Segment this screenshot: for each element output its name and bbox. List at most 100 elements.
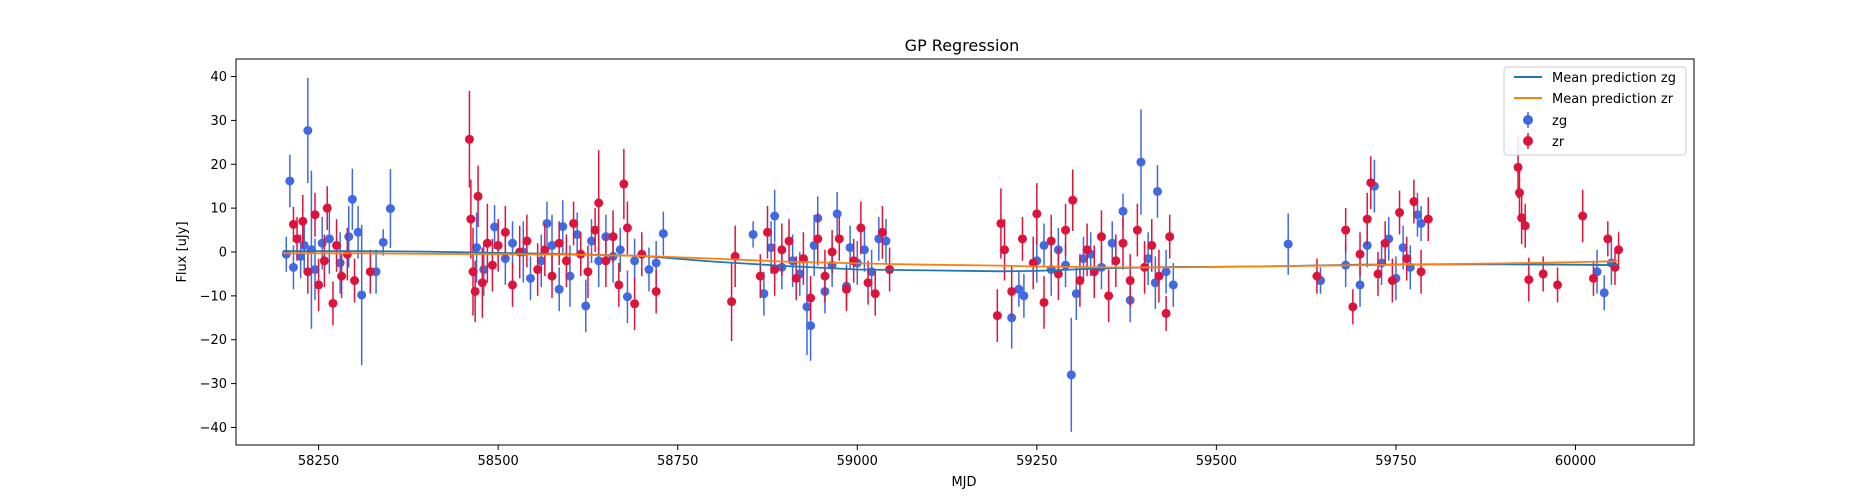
data-point bbox=[1082, 245, 1092, 255]
data-point bbox=[798, 254, 808, 264]
data-point bbox=[477, 278, 487, 288]
data-point bbox=[1538, 269, 1548, 279]
data-point bbox=[299, 240, 309, 250]
data-point bbox=[1118, 238, 1128, 248]
data-point bbox=[561, 256, 571, 266]
data-point bbox=[748, 229, 758, 239]
data-point bbox=[788, 256, 798, 266]
legend-zg-marker bbox=[1523, 115, 1533, 125]
data-point bbox=[1362, 214, 1372, 224]
data-point bbox=[581, 301, 591, 311]
data-point bbox=[288, 262, 298, 272]
data-point bbox=[1517, 213, 1527, 223]
data-point bbox=[619, 179, 629, 189]
x-tick-label: 58750 bbox=[657, 454, 698, 469]
data-point bbox=[378, 237, 388, 247]
data-point bbox=[487, 260, 497, 270]
data-point bbox=[1553, 280, 1563, 290]
y-tick-label: −20 bbox=[200, 333, 227, 348]
data-point bbox=[344, 232, 354, 242]
data-point bbox=[1111, 256, 1121, 266]
data-point bbox=[470, 286, 480, 296]
data-point bbox=[314, 280, 324, 290]
data-point bbox=[353, 227, 363, 237]
data-point bbox=[992, 311, 1002, 321]
data-point bbox=[832, 209, 842, 219]
data-point bbox=[522, 236, 532, 246]
data-point bbox=[1039, 297, 1049, 307]
data-point bbox=[1061, 260, 1071, 270]
chart-title: GP Regression bbox=[905, 36, 1020, 55]
data-point bbox=[594, 198, 604, 208]
data-point bbox=[306, 245, 316, 255]
data-point bbox=[1355, 280, 1365, 290]
data-point bbox=[1143, 254, 1153, 264]
data-point bbox=[1075, 276, 1085, 286]
data-point bbox=[1588, 273, 1598, 283]
y-tick-label: 30 bbox=[210, 114, 227, 129]
y-tick-label: 0 bbox=[219, 246, 227, 261]
data-point bbox=[770, 211, 780, 221]
data-point bbox=[590, 225, 600, 235]
data-point bbox=[319, 256, 329, 266]
data-point bbox=[547, 271, 557, 281]
data-point bbox=[1017, 234, 1027, 244]
y-tick-label: 20 bbox=[210, 158, 227, 173]
data-point bbox=[1152, 186, 1162, 196]
y-tick-label: 10 bbox=[210, 202, 227, 217]
data-point bbox=[1283, 239, 1293, 249]
data-point bbox=[834, 234, 844, 244]
data-point bbox=[569, 218, 579, 228]
y-tick-label: −40 bbox=[200, 421, 227, 436]
data-point bbox=[820, 271, 830, 281]
data-point bbox=[365, 267, 375, 277]
data-point bbox=[533, 265, 543, 275]
data-point bbox=[762, 227, 772, 237]
data-point bbox=[482, 238, 492, 248]
data-point bbox=[292, 234, 302, 244]
data-point bbox=[770, 265, 780, 275]
data-point bbox=[1603, 234, 1613, 244]
data-point bbox=[508, 238, 518, 248]
data-point bbox=[870, 289, 880, 299]
y-tick-label: 40 bbox=[210, 70, 227, 85]
data-point bbox=[542, 218, 552, 228]
data-point bbox=[802, 302, 812, 312]
x-axis-label: MJD bbox=[951, 475, 976, 490]
data-point bbox=[310, 265, 320, 275]
data-point bbox=[554, 238, 564, 248]
data-point bbox=[464, 134, 474, 144]
data-point bbox=[540, 245, 550, 255]
data-point bbox=[1132, 225, 1142, 235]
data-point bbox=[1416, 218, 1426, 228]
data-point bbox=[1366, 178, 1376, 188]
data-point bbox=[468, 267, 478, 277]
y-axis-label: Flux [uJy] bbox=[175, 221, 190, 282]
data-point bbox=[791, 273, 801, 283]
data-point bbox=[809, 240, 819, 250]
legend-box bbox=[1503, 66, 1687, 156]
data-point bbox=[614, 280, 624, 290]
data-point bbox=[1312, 271, 1322, 281]
data-point bbox=[784, 236, 794, 246]
legend-entry-mean-zg: Mean prediction zg bbox=[1552, 71, 1676, 86]
mean-line-zr bbox=[282, 252, 1619, 269]
data-point bbox=[332, 240, 342, 250]
data-point bbox=[601, 256, 611, 266]
data-point bbox=[727, 297, 737, 307]
data-point bbox=[841, 284, 851, 294]
data-point bbox=[479, 265, 489, 275]
data-point bbox=[1019, 291, 1029, 301]
data-point bbox=[500, 227, 510, 237]
legend-entry-zr: zr bbox=[1552, 135, 1565, 150]
data-point bbox=[1107, 238, 1117, 248]
data-point bbox=[615, 245, 625, 255]
data-point bbox=[490, 222, 500, 232]
data-point bbox=[493, 240, 503, 250]
data-point bbox=[806, 321, 816, 331]
data-point bbox=[1046, 236, 1056, 246]
data-point bbox=[813, 234, 823, 244]
data-point bbox=[1161, 267, 1171, 277]
data-point bbox=[1061, 225, 1071, 235]
